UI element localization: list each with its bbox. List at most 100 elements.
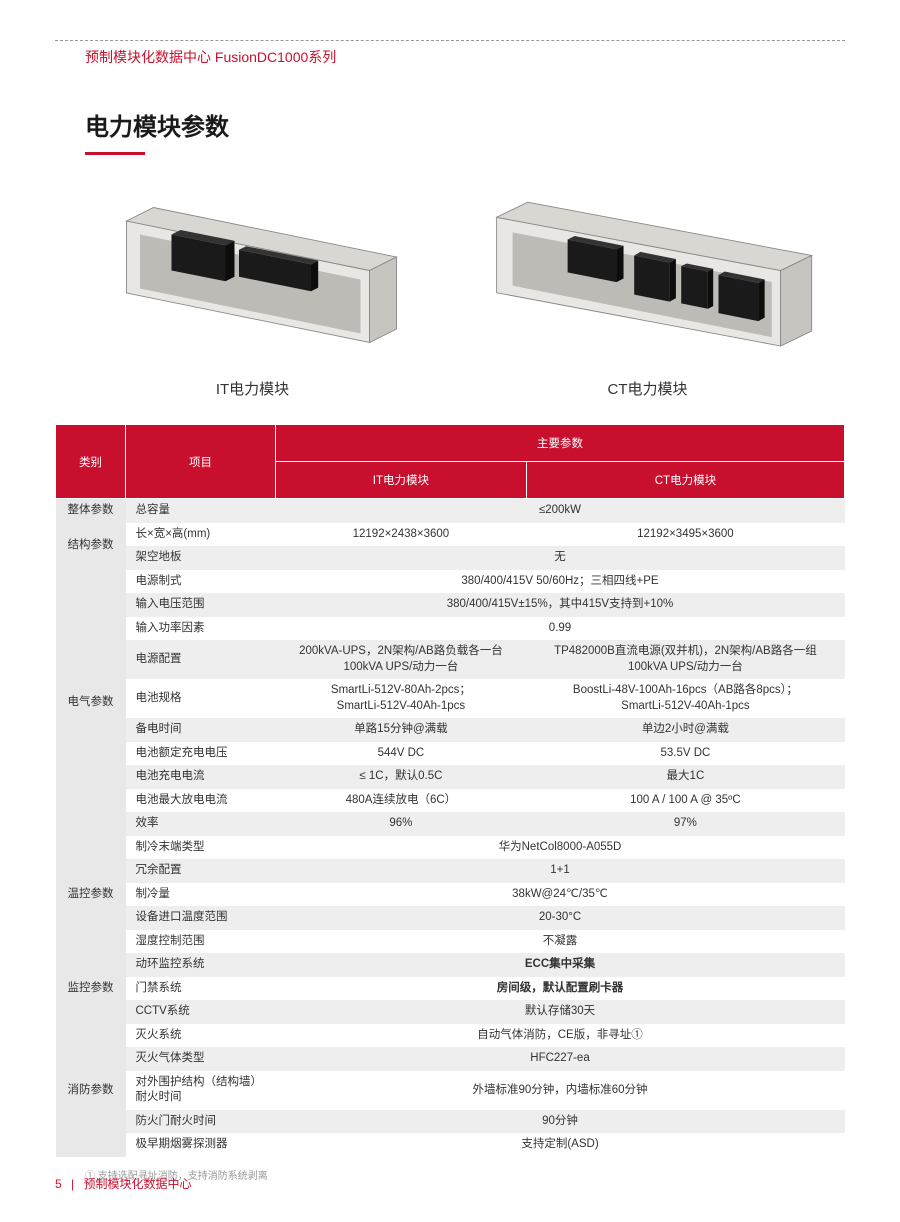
item-cell: 防火门耐火时间 bbox=[126, 1110, 276, 1134]
value-cell: 不凝露 bbox=[276, 930, 845, 954]
value-cell-ct: 97% bbox=[526, 812, 844, 836]
item-cell: 电池充电电流 bbox=[126, 765, 276, 789]
value-cell-it: 200kVA-UPS，2N架构/AB路负载各一台 100kVA UPS/动力一台 bbox=[276, 640, 527, 679]
table-row: 效率96%97% bbox=[56, 812, 845, 836]
value-cell: ECC集中采集 bbox=[276, 953, 845, 977]
item-cell: 输入功率因素 bbox=[126, 617, 276, 641]
value-cell: 支持定制(ASD) bbox=[276, 1133, 845, 1157]
table-row: 门禁系统房间级，默认配置刷卡器 bbox=[56, 977, 845, 1001]
item-cell: 极早期烟雾探测器 bbox=[126, 1133, 276, 1157]
category-cell: 监控参数 bbox=[56, 953, 126, 1024]
table-row: 监控参数动环监控系统ECC集中采集 bbox=[56, 953, 845, 977]
table-row: 温控参数制冷末端类型华为NetCol8000-A055D bbox=[56, 836, 845, 860]
value-cell-ct: 53.5V DC bbox=[526, 742, 844, 766]
th-category: 类别 bbox=[56, 425, 126, 499]
value-cell-ct: 单边2小时@满载 bbox=[526, 718, 844, 742]
value-cell: 38kW@24℃/35℃ bbox=[276, 883, 845, 907]
table-row: 电池规格SmartLi-512V-80Ah-2pcs； SmartLi-512V… bbox=[56, 679, 845, 718]
table-row: 消防参数灭火系统自动气体消防，CE版，非寻址① bbox=[56, 1024, 845, 1048]
item-cell: 总容量 bbox=[126, 499, 276, 523]
item-cell: 电源配置 bbox=[126, 640, 276, 679]
item-cell: 灭火气体类型 bbox=[126, 1047, 276, 1071]
th-ct: CT电力模块 bbox=[526, 462, 844, 499]
item-cell: 备电时间 bbox=[126, 718, 276, 742]
it-module-caption: IT电力模块 bbox=[75, 378, 430, 399]
value-cell: 房间级，默认配置刷卡器 bbox=[276, 977, 845, 1001]
page-footer: 5 | 预制模块化数据中心 bbox=[55, 1175, 192, 1192]
value-cell: 无 bbox=[276, 546, 845, 570]
table-row: 架空地板无 bbox=[56, 546, 845, 570]
table-body: 整体参数总容量≤200kW结构参数长×宽×高(mm)12192×2438×360… bbox=[56, 499, 845, 1157]
table-row: 湿度控制范围不凝露 bbox=[56, 930, 845, 954]
value-cell: 90分钟 bbox=[276, 1110, 845, 1134]
value-cell: 1+1 bbox=[276, 859, 845, 883]
item-cell: 制冷末端类型 bbox=[126, 836, 276, 860]
value-cell: 华为NetCol8000-A055D bbox=[276, 836, 845, 860]
value-cell: 20-30°C bbox=[276, 906, 845, 930]
table-row: 防火门耐火时间90分钟 bbox=[56, 1110, 845, 1134]
value-cell: 自动气体消防，CE版，非寻址① bbox=[276, 1024, 845, 1048]
table-row: 电池最大放电电流480A连续放电（6C）100 A / 100 A @ 35ºC bbox=[56, 789, 845, 813]
table-row: 电气参数电源制式380/400/415V 50/60Hz；三相四线+PE bbox=[56, 570, 845, 594]
table-row: 备电时间单路15分钟@满载单边2小时@满载 bbox=[56, 718, 845, 742]
table-row: 输入功率因素0.99 bbox=[56, 617, 845, 641]
item-cell: CCTV系统 bbox=[126, 1000, 276, 1024]
value-cell: 0.99 bbox=[276, 617, 845, 641]
value-cell: 外墙标准90分钟，内墙标准60分钟 bbox=[276, 1071, 845, 1110]
value-cell-ct: 12192×3495×3600 bbox=[526, 523, 844, 547]
category-cell: 电气参数 bbox=[56, 570, 126, 836]
spec-table: 类别 项目 主要参数 IT电力模块 CT电力模块 整体参数总容量≤200kW结构… bbox=[55, 424, 845, 1157]
table-row: 输入电压范围380/400/415V±15%，其中415V支持到+10% bbox=[56, 593, 845, 617]
footer-text: 预制模块化数据中心 bbox=[84, 1177, 192, 1191]
table-row: 对外围护结构（结构墙）耐火时间外墙标准90分钟，内墙标准60分钟 bbox=[56, 1071, 845, 1110]
item-cell: 门禁系统 bbox=[126, 977, 276, 1001]
table-row: CCTV系统默认存储30天 bbox=[56, 1000, 845, 1024]
table-row: 设备进口温度范围20-30°C bbox=[56, 906, 845, 930]
table-row: 冗余配置1+1 bbox=[56, 859, 845, 883]
item-cell: 长×宽×高(mm) bbox=[126, 523, 276, 547]
table-row: 制冷量38kW@24℃/35℃ bbox=[56, 883, 845, 907]
title-underline bbox=[85, 152, 145, 155]
item-cell: 架空地板 bbox=[126, 546, 276, 570]
value-cell: 380/400/415V±15%，其中415V支持到+10% bbox=[276, 593, 845, 617]
module-illustrations: IT电力模块 CT电力模块 bbox=[55, 185, 845, 414]
page-number: 5 bbox=[55, 1177, 62, 1191]
value-cell-it: 96% bbox=[276, 812, 527, 836]
value-cell: HFC227-ea bbox=[276, 1047, 845, 1071]
value-cell: 默认存储30天 bbox=[276, 1000, 845, 1024]
item-cell: 制冷量 bbox=[126, 883, 276, 907]
item-cell: 动环监控系统 bbox=[126, 953, 276, 977]
header-divider bbox=[55, 40, 845, 41]
value-cell-ct: BoostLi-48V-100Ah-16pcs（AB路各8pcs）； Smart… bbox=[526, 679, 844, 718]
item-cell: 电源制式 bbox=[126, 570, 276, 594]
item-cell: 湿度控制范围 bbox=[126, 930, 276, 954]
table-row: 灭火气体类型HFC227-ea bbox=[56, 1047, 845, 1071]
category-cell: 消防参数 bbox=[56, 1024, 126, 1157]
value-cell-it: 480A连续放电（6C） bbox=[276, 789, 527, 813]
value-cell-ct: 最大1C bbox=[526, 765, 844, 789]
th-it: IT电力模块 bbox=[276, 462, 527, 499]
item-cell: 设备进口温度范围 bbox=[126, 906, 276, 930]
value-cell-ct: TP482000B直流电源(双并机)，2N架构/AB路各一组 100kVA UP… bbox=[526, 640, 844, 679]
item-cell: 电池最大放电电流 bbox=[126, 789, 276, 813]
section-title: 电力模块参数 bbox=[55, 107, 845, 142]
category-cell: 结构参数 bbox=[56, 523, 126, 570]
table-row: 整体参数总容量≤200kW bbox=[56, 499, 845, 523]
value-cell: ≤200kW bbox=[276, 499, 845, 523]
ct-module-illustration bbox=[470, 185, 825, 365]
table-row: 结构参数长×宽×高(mm)12192×2438×360012192×3495×3… bbox=[56, 523, 845, 547]
category-cell: 温控参数 bbox=[56, 836, 126, 954]
footer-separator: | bbox=[71, 1177, 74, 1191]
page-header-title: 预制模块化数据中心 FusionDC1000系列 bbox=[55, 47, 845, 67]
value-cell-it: SmartLi-512V-80Ah-2pcs； SmartLi-512V-40A… bbox=[276, 679, 527, 718]
table-row: 极早期烟雾探测器支持定制(ASD) bbox=[56, 1133, 845, 1157]
table-head: 类别 项目 主要参数 IT电力模块 CT电力模块 bbox=[56, 425, 845, 499]
th-item: 项目 bbox=[126, 425, 276, 499]
value-cell: 380/400/415V 50/60Hz；三相四线+PE bbox=[276, 570, 845, 594]
it-module-illustration bbox=[75, 185, 430, 365]
item-cell: 灭火系统 bbox=[126, 1024, 276, 1048]
value-cell-ct: 100 A / 100 A @ 35ºC bbox=[526, 789, 844, 813]
table-row: 电池充电电流≤ 1C，默认0.5C最大1C bbox=[56, 765, 845, 789]
item-cell: 电池额定充电电压 bbox=[126, 742, 276, 766]
item-cell: 电池规格 bbox=[126, 679, 276, 718]
